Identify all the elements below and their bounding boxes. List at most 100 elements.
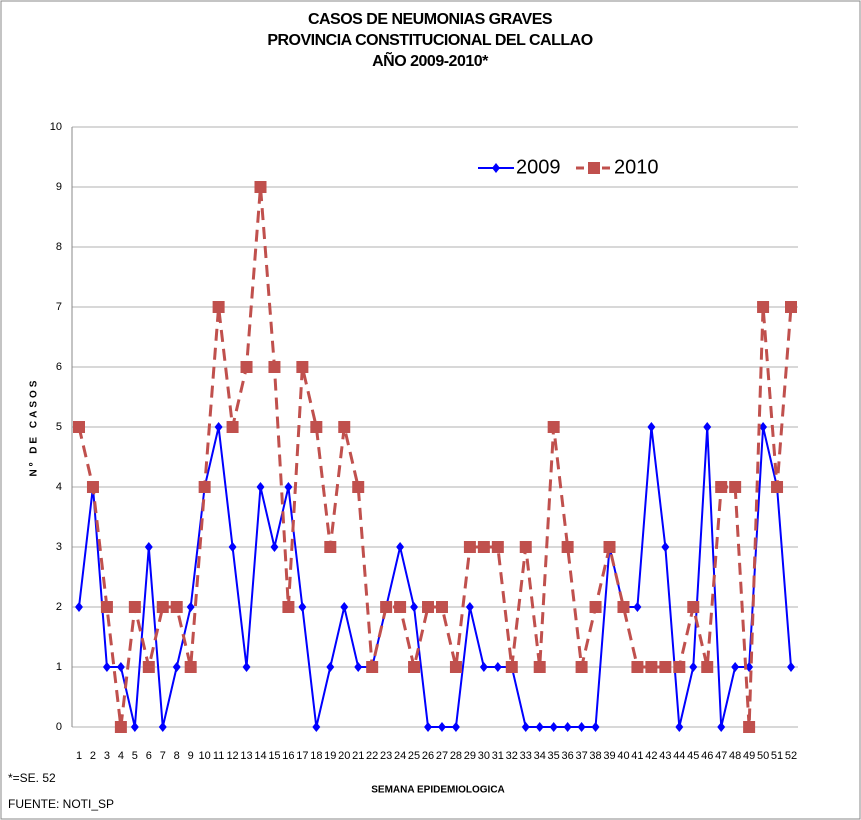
point bbox=[759, 422, 768, 432]
point bbox=[449, 661, 462, 673]
y-tick-label: 6 bbox=[56, 361, 62, 373]
point bbox=[479, 662, 488, 672]
point bbox=[256, 482, 265, 492]
x-tick-label: 7 bbox=[160, 750, 166, 762]
point bbox=[437, 722, 446, 732]
x-tick-label: 26 bbox=[422, 750, 434, 762]
point bbox=[214, 422, 223, 432]
x-tick-label: 46 bbox=[701, 750, 713, 762]
point bbox=[352, 481, 365, 493]
x-tick-label: 21 bbox=[352, 750, 364, 762]
point bbox=[729, 481, 742, 493]
point bbox=[312, 722, 321, 732]
chart-title: PROVINCIA CONSTITUCIONAL DEL CALLAO bbox=[267, 32, 592, 49]
point bbox=[324, 541, 337, 553]
point bbox=[591, 722, 600, 732]
point bbox=[296, 361, 309, 373]
x-tick-label: 52 bbox=[785, 750, 797, 762]
x-tick-label: 17 bbox=[296, 750, 308, 762]
x-tick-label: 25 bbox=[408, 750, 420, 762]
point bbox=[771, 481, 784, 493]
x-tick-label: 24 bbox=[394, 750, 406, 762]
chart-title: AÑO 2009-2010* bbox=[372, 50, 489, 70]
point bbox=[354, 662, 363, 672]
point bbox=[114, 721, 127, 733]
y-tick-label: 4 bbox=[56, 481, 62, 493]
point bbox=[254, 181, 267, 193]
point bbox=[659, 661, 672, 673]
point bbox=[575, 661, 588, 673]
point bbox=[410, 602, 419, 612]
point bbox=[717, 722, 726, 732]
point bbox=[240, 361, 253, 373]
x-tick-label: 48 bbox=[729, 750, 741, 762]
x-tick-label: 4 bbox=[118, 750, 124, 762]
point bbox=[186, 602, 195, 612]
point bbox=[631, 661, 644, 673]
point bbox=[589, 601, 602, 613]
point bbox=[519, 541, 532, 553]
point bbox=[451, 722, 460, 732]
x-tick-label: 2 bbox=[90, 750, 96, 762]
point bbox=[535, 722, 544, 732]
x-tick-label: 51 bbox=[771, 750, 783, 762]
point bbox=[284, 482, 293, 492]
point bbox=[701, 661, 714, 673]
point bbox=[380, 601, 393, 613]
x-tick-label: 43 bbox=[659, 750, 671, 762]
legend-label: 2010 bbox=[614, 156, 659, 178]
x-tick-label: 40 bbox=[617, 750, 629, 762]
point bbox=[465, 602, 474, 612]
x-tick-label: 28 bbox=[450, 750, 462, 762]
point bbox=[228, 542, 237, 552]
point bbox=[158, 722, 167, 732]
point bbox=[689, 662, 698, 672]
point bbox=[533, 661, 546, 673]
x-axis-label: SEMANA EPIDEMIOLOGICA bbox=[371, 785, 505, 796]
x-tick-label: 38 bbox=[589, 750, 601, 762]
point bbox=[198, 481, 211, 493]
point bbox=[408, 661, 421, 673]
point bbox=[603, 541, 616, 553]
legend-label: 2009 bbox=[516, 156, 561, 178]
point bbox=[463, 541, 476, 553]
y-tick-label: 2 bbox=[56, 601, 62, 613]
point bbox=[86, 481, 99, 493]
x-tick-label: 18 bbox=[310, 750, 322, 762]
point bbox=[326, 662, 335, 672]
point bbox=[310, 421, 323, 433]
point bbox=[142, 661, 155, 673]
footnote: FUENTE: NOTI_SP bbox=[8, 797, 114, 811]
x-tick-label: 6 bbox=[146, 750, 152, 762]
x-tick-label: 39 bbox=[603, 750, 615, 762]
x-tick-label: 15 bbox=[268, 750, 280, 762]
y-tick-label: 7 bbox=[56, 301, 62, 313]
point bbox=[687, 601, 700, 613]
point bbox=[366, 661, 379, 673]
point bbox=[130, 722, 139, 732]
y-tick-label: 9 bbox=[56, 181, 62, 193]
point bbox=[422, 601, 435, 613]
x-tick-label: 13 bbox=[240, 750, 252, 762]
point bbox=[633, 602, 642, 612]
y-tick-label: 1 bbox=[56, 661, 62, 673]
point bbox=[787, 662, 795, 672]
x-tick-label: 19 bbox=[324, 750, 336, 762]
point bbox=[128, 601, 141, 613]
x-tick-label: 44 bbox=[673, 750, 685, 762]
point bbox=[75, 602, 83, 612]
point bbox=[617, 601, 630, 613]
x-tick-label: 32 bbox=[506, 750, 518, 762]
point bbox=[743, 721, 756, 733]
point bbox=[242, 662, 251, 672]
point bbox=[673, 661, 686, 673]
x-tick-label: 3 bbox=[104, 750, 110, 762]
x-tick-label: 16 bbox=[282, 750, 294, 762]
point bbox=[645, 661, 658, 673]
point bbox=[270, 542, 279, 552]
point bbox=[435, 601, 448, 613]
x-tick-label: 5 bbox=[132, 750, 138, 762]
point bbox=[675, 722, 684, 732]
point bbox=[170, 601, 183, 613]
